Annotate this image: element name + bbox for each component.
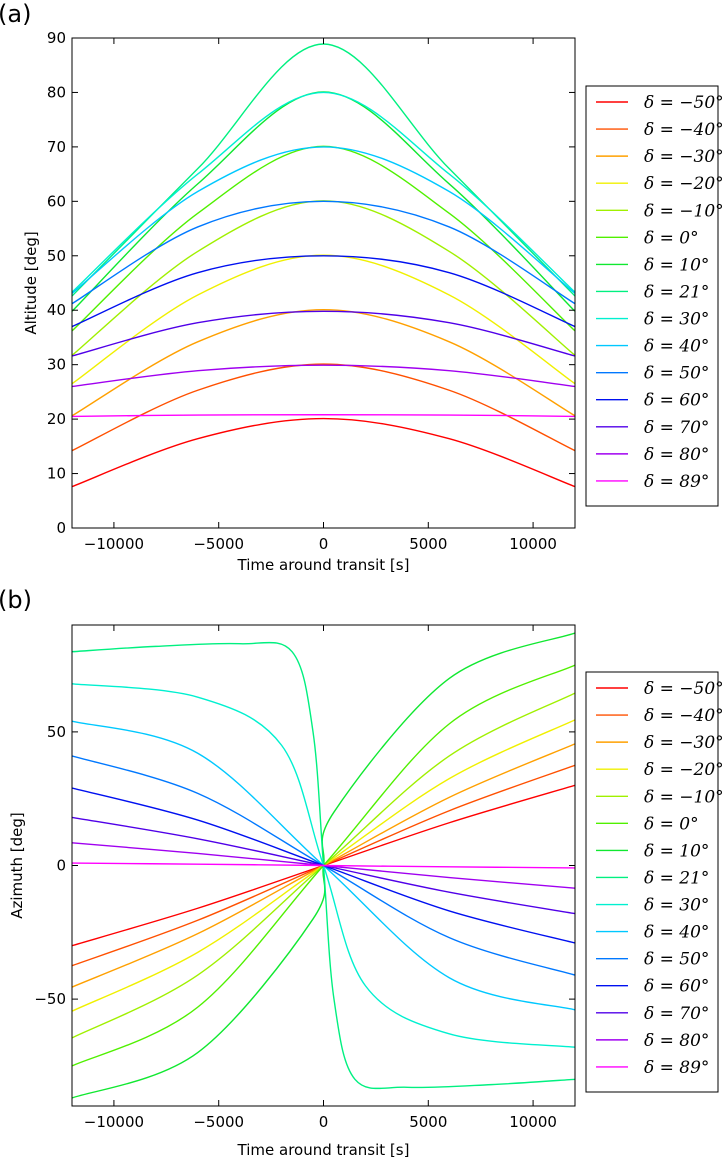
y-tick-label: 60	[47, 192, 66, 210]
legend-label: δ = 0°	[644, 814, 699, 834]
series-line-11	[72, 255, 575, 328]
legend-label: δ = −30°	[644, 733, 723, 753]
legend-label: δ = 40°	[644, 923, 709, 943]
y-tick-label: 10	[47, 465, 66, 483]
legend-label: δ = 40°	[644, 337, 709, 357]
x-tick-label: −10000	[84, 535, 144, 553]
series-line-12	[72, 310, 575, 357]
legend-label: δ = −20°	[644, 174, 723, 194]
legend-label: δ = 80°	[644, 1031, 709, 1051]
plot-frame	[71, 37, 576, 529]
series-line-5	[72, 145, 575, 332]
legend-label: δ = 70°	[644, 1004, 709, 1024]
legend-box	[585, 85, 719, 507]
x-axis-label: Time around transit [s]	[237, 1141, 410, 1159]
legend-label: δ = −40°	[644, 706, 723, 726]
series-line-4	[72, 200, 575, 356]
x-tick-label: −5000	[193, 1113, 244, 1131]
legend-label: δ = 0°	[644, 228, 699, 248]
y-axis-label: Azimuth [deg]	[8, 812, 26, 919]
legend-label: δ = 80°	[644, 445, 709, 465]
legend-label: δ = 60°	[644, 391, 709, 411]
legend-label: δ = 50°	[644, 364, 709, 384]
y-tick-label: 30	[47, 356, 66, 374]
x-tick-label: 0	[319, 1113, 329, 1131]
series-line-8	[72, 91, 575, 293]
y-tick-label: 0	[56, 857, 66, 875]
y-axis-label: Altitude [deg]	[22, 231, 40, 334]
panel-label: (b)	[0, 586, 32, 614]
legend-label: δ = −30°	[644, 147, 723, 167]
series-line-13	[72, 364, 575, 388]
y-tick-label: 80	[47, 83, 66, 101]
legend-label: δ = 21°	[644, 282, 709, 302]
legend: δ = −50° δ = −40° δ = −30° δ = −20° δ = −10°…	[585, 671, 723, 1093]
legend-label: δ = −50°	[644, 93, 723, 113]
legend: δ = −50° δ = −40° δ = −30° δ = −20° δ = −10°…	[585, 85, 723, 507]
series-line-2	[72, 308, 575, 417]
legend-label: δ = −10°	[644, 787, 723, 807]
x-tick-label: −10000	[84, 1113, 144, 1131]
legend-label: δ = 89°	[644, 1058, 709, 1078]
series-line-1	[72, 363, 575, 452]
legend-label: δ = −50°	[644, 679, 723, 699]
series-group	[72, 632, 575, 1099]
series-line-7	[72, 43, 575, 297]
panel-label: (a)	[0, 0, 31, 28]
series-line-9	[72, 146, 575, 294]
chart-panel-b: −10000 −5000 0 5000 10000 −50 0 50 Time around t…	[0, 586, 723, 1159]
y-tick-label: 20	[47, 410, 66, 428]
legend-label: δ = 21°	[644, 868, 709, 888]
legend-label: δ = 30°	[644, 310, 709, 330]
legend-label: δ = 10°	[644, 255, 709, 275]
y-tick-label: 50	[47, 247, 66, 265]
y-tick-label: 40	[47, 301, 66, 319]
legend-label: δ = −10°	[644, 201, 723, 221]
y-tick-label: 0	[56, 519, 66, 537]
legend-label: δ = −40°	[644, 120, 723, 140]
legend-label: δ = 60°	[644, 977, 709, 997]
y-tick-label: 50	[47, 723, 66, 741]
legend-label: δ = 50°	[644, 950, 709, 970]
series-line-0	[72, 417, 575, 488]
series-group	[72, 43, 575, 488]
x-tick-label: 10000	[509, 535, 557, 553]
legend-label: δ = 10°	[644, 841, 709, 861]
legend-label: δ = 89°	[644, 472, 709, 492]
x-axis-label: Time around transit [s]	[237, 556, 410, 574]
chart-panel-a: −10000 −5000 0 5000 10000 0 10 20 30 40 50 60 70 80 90…	[0, 0, 723, 574]
y-tick-label: −50	[34, 990, 66, 1008]
x-tick-label: 10000	[509, 1113, 557, 1131]
series-line-14	[72, 414, 575, 418]
y-tick-label: 90	[47, 29, 66, 47]
x-tick-label: 5000	[409, 1113, 447, 1131]
legend-label: δ = −20°	[644, 760, 723, 780]
legend-label: δ = 70°	[644, 418, 709, 438]
legend-label: δ = 30°	[644, 896, 709, 916]
x-tick-label: 5000	[409, 535, 447, 553]
y-tick-label: 70	[47, 138, 66, 156]
x-tick-label: −5000	[193, 535, 244, 553]
series-line-10	[72, 200, 575, 305]
series-line-14	[72, 862, 575, 869]
x-tick-label: 0	[319, 535, 329, 553]
